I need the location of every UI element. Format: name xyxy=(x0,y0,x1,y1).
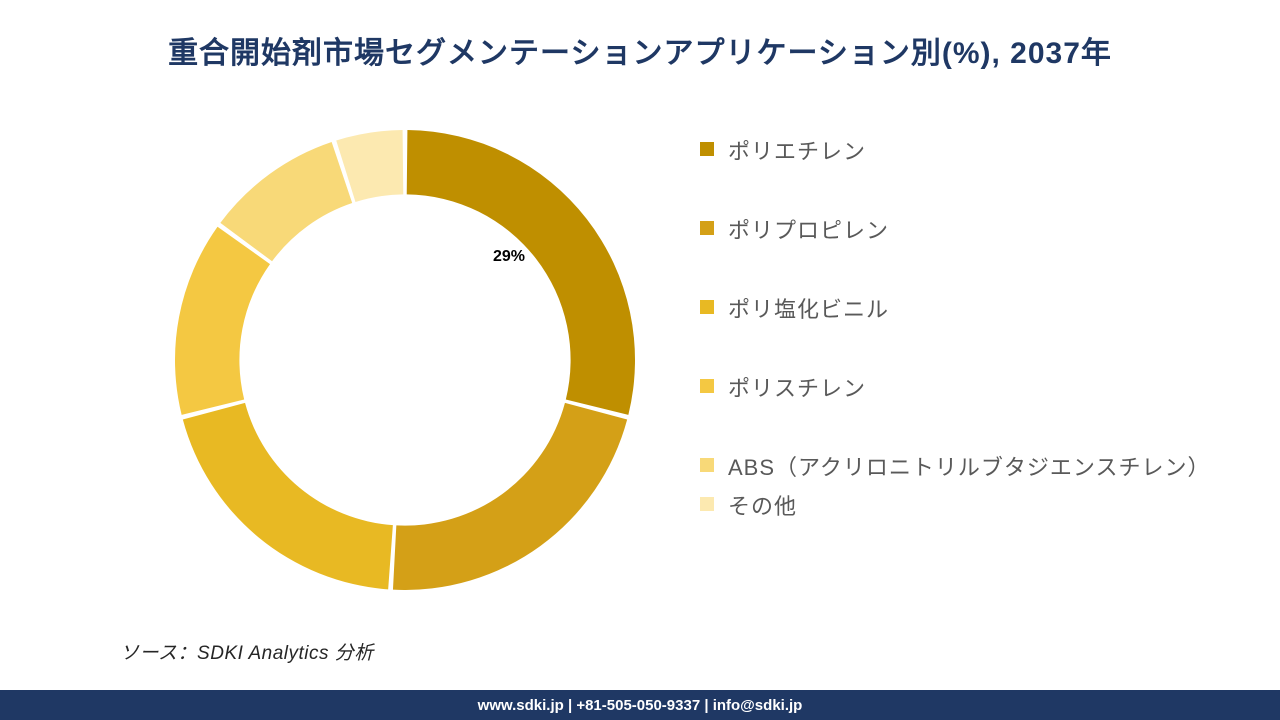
legend-label: ABS（アクリロニトリルブタジエンスチレン） xyxy=(728,451,1210,484)
legend-label: ポリ塩化ビニル xyxy=(728,293,889,326)
legend-marker-icon xyxy=(700,300,714,314)
slide-container: 重合開始剤市場セグメンテーションアプリケーション別(%), 2037年 29% … xyxy=(0,0,1280,720)
footer-bar: www.sdki.jp | +81-505-050-9337 | info@sd… xyxy=(0,690,1280,720)
slice-value-label: 29% xyxy=(493,248,525,266)
donut-slice-2 xyxy=(183,403,393,590)
footer-text: www.sdki.jp | +81-505-050-9337 | info@sd… xyxy=(478,697,803,714)
legend-marker-icon xyxy=(700,458,714,472)
chart-title: 重合開始剤市場セグメンテーションアプリケーション別(%), 2037年 xyxy=(0,28,1280,72)
legend-marker-icon xyxy=(700,497,714,511)
donut-slice-1 xyxy=(393,403,627,590)
donut-chart: 29% xyxy=(175,130,635,590)
legend-label: その他 xyxy=(728,490,797,523)
legend-marker-icon xyxy=(700,221,714,235)
legend-item-1: ポリプロピレン xyxy=(700,214,1260,247)
legend: ポリエチレンポリプロピレンポリ塩化ビニルポリスチレン ABS（アクリロニトリルブタ… xyxy=(700,135,1260,523)
legend-marker-icon xyxy=(700,379,714,393)
legend-item-0: ポリエチレン xyxy=(700,135,1260,168)
legend-item-4: ABS（アクリロニトリルブタジエンスチレン） xyxy=(700,451,1260,484)
legend-label: ポリエチレン xyxy=(728,135,866,168)
legend-marker-icon xyxy=(700,142,714,156)
donut-slice-0 xyxy=(407,130,635,415)
legend-label: ポリスチレン xyxy=(728,372,866,405)
legend-item-3: ポリスチレン xyxy=(700,372,1260,405)
donut-slice-3 xyxy=(175,227,270,415)
source-attribution: ソース：SDKI Analytics 分析 xyxy=(120,638,374,665)
legend-label: ポリプロピレン xyxy=(728,214,889,247)
legend-item-2: ポリ塩化ビニル xyxy=(700,293,1260,326)
legend-item-5: その他 xyxy=(700,490,1260,523)
donut-svg xyxy=(175,130,635,590)
